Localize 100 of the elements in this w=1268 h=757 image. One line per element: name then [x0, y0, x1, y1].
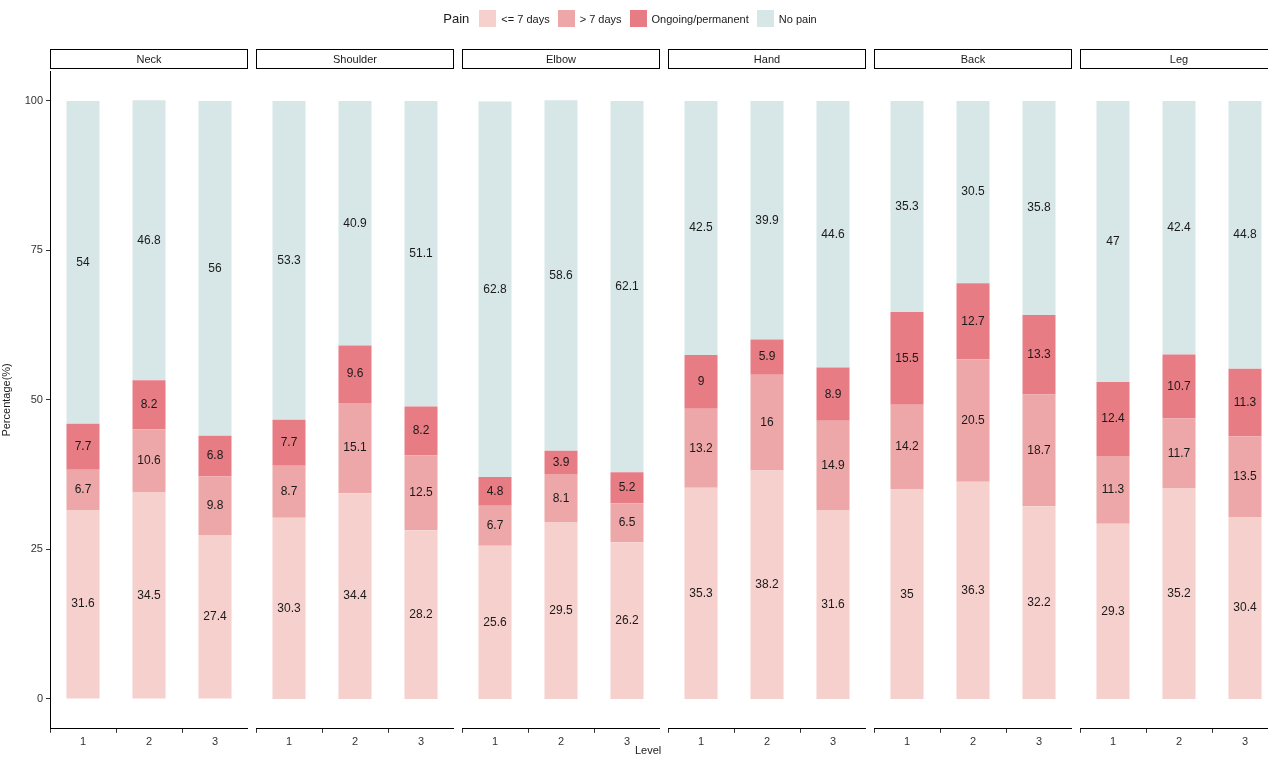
- data-label: 34.5: [137, 587, 161, 602]
- x-tick-label: 3: [1241, 735, 1249, 748]
- data-label: 6.7: [486, 518, 504, 533]
- data-label: 8.2: [412, 423, 430, 438]
- bar: [478, 545, 512, 699]
- bar: [272, 465, 306, 518]
- data-label: 53.3: [277, 252, 301, 267]
- legend-label: > 7 days: [579, 12, 622, 25]
- bar: [816, 367, 850, 421]
- bar: [1162, 100, 1196, 355]
- bar: [890, 100, 924, 312]
- x-tick-label: 3: [623, 735, 631, 748]
- legend-label: No pain: [778, 12, 817, 25]
- bar: [890, 404, 924, 490]
- bar: [610, 472, 644, 504]
- data-label: 44.6: [821, 226, 845, 241]
- data-label: 56: [208, 260, 222, 275]
- data-label: 11.3: [1101, 482, 1125, 497]
- data-label: 12.4: [1101, 411, 1125, 426]
- data-label: 44.8: [1233, 227, 1257, 242]
- bar: [272, 419, 306, 466]
- data-label: 13.2: [689, 440, 713, 455]
- data-label: 3.9: [552, 454, 570, 469]
- bar: [684, 487, 718, 699]
- data-label: 8.2: [140, 397, 158, 411]
- chart-title: Shoulder: [256, 49, 454, 69]
- x-tick-label: 1: [491, 735, 499, 748]
- bar: [1228, 436, 1262, 518]
- bar: [544, 522, 578, 699]
- data-label: 13.5: [1233, 469, 1257, 484]
- chart-title: Back: [874, 49, 1072, 69]
- bar: [890, 489, 924, 699]
- data-label: 6.8: [206, 448, 224, 463]
- data-label: 11.3: [1233, 394, 1257, 409]
- data-label: 62.1: [615, 278, 639, 293]
- bar: [816, 100, 850, 368]
- data-label: 58.6: [549, 267, 573, 282]
- bar: [478, 101, 512, 478]
- bar: [1022, 314, 1056, 395]
- data-label: 31.6: [71, 596, 95, 611]
- bar: [1162, 488, 1196, 699]
- bar: [404, 530, 438, 699]
- bar: [198, 476, 232, 536]
- x-tick-label: 3: [417, 735, 425, 748]
- data-label: 30.5: [961, 184, 985, 199]
- bar: [1022, 394, 1056, 507]
- data-label: 7.7: [74, 439, 92, 454]
- data-label: 34.4: [343, 588, 367, 603]
- data-label: 27.4: [203, 609, 227, 624]
- x-tick-label: 2: [557, 735, 565, 748]
- x-tick-label: 3: [211, 735, 219, 748]
- chart-title: Neck: [50, 49, 248, 69]
- x-tick-label: 2: [1175, 735, 1183, 748]
- x-tick-label: 3: [829, 735, 837, 748]
- data-label: 8.7: [280, 484, 298, 499]
- data-label: 7.7: [280, 434, 298, 449]
- data-label: 62.8: [483, 281, 507, 296]
- bar: [610, 542, 644, 699]
- bar: [750, 374, 784, 471]
- data-label: 20.5: [961, 412, 985, 427]
- data-label: 35.2: [1167, 585, 1191, 600]
- bar: [132, 429, 166, 493]
- bar: [272, 517, 306, 699]
- data-label: 8.9: [824, 386, 842, 401]
- data-label: 5.9: [758, 349, 776, 364]
- bar: [338, 493, 372, 699]
- bar: [1228, 100, 1262, 369]
- bar: [956, 481, 990, 699]
- data-label: 18.7: [1027, 442, 1051, 457]
- bar: [816, 420, 850, 510]
- data-label: 38.2: [755, 576, 779, 591]
- x-tick-label: 3: [1035, 735, 1043, 748]
- data-label: 28.2: [409, 606, 433, 621]
- data-label: 39.9: [755, 212, 779, 227]
- data-label: 14.9: [821, 457, 845, 472]
- bar: [1022, 100, 1056, 315]
- bar: [544, 100, 578, 451]
- data-label: 16: [760, 414, 774, 429]
- data-label: 42.4: [1167, 219, 1191, 234]
- legend-label: Ongoing/permanent: [651, 12, 749, 25]
- chart-title: Hand: [668, 49, 866, 69]
- bar: [1228, 368, 1262, 437]
- x-axis-title: Level: [635, 744, 662, 756]
- bar: [132, 380, 166, 430]
- data-label: 9: [697, 374, 705, 389]
- bar: [338, 402, 372, 494]
- y-tick-label: 75: [30, 243, 43, 256]
- bar: [132, 492, 166, 699]
- x-tick-label: 1: [79, 735, 87, 748]
- x-tick-label: 2: [351, 735, 359, 748]
- bar: [816, 509, 850, 699]
- bar: [66, 423, 100, 470]
- bar: [956, 359, 990, 482]
- bar: [338, 345, 372, 403]
- data-label: 30.4: [1233, 600, 1257, 615]
- data-label: 35.8: [1027, 200, 1051, 215]
- bar: [684, 100, 718, 356]
- bar: [890, 311, 924, 405]
- data-label: 35.3: [689, 585, 713, 600]
- data-label: 35.3: [895, 198, 919, 213]
